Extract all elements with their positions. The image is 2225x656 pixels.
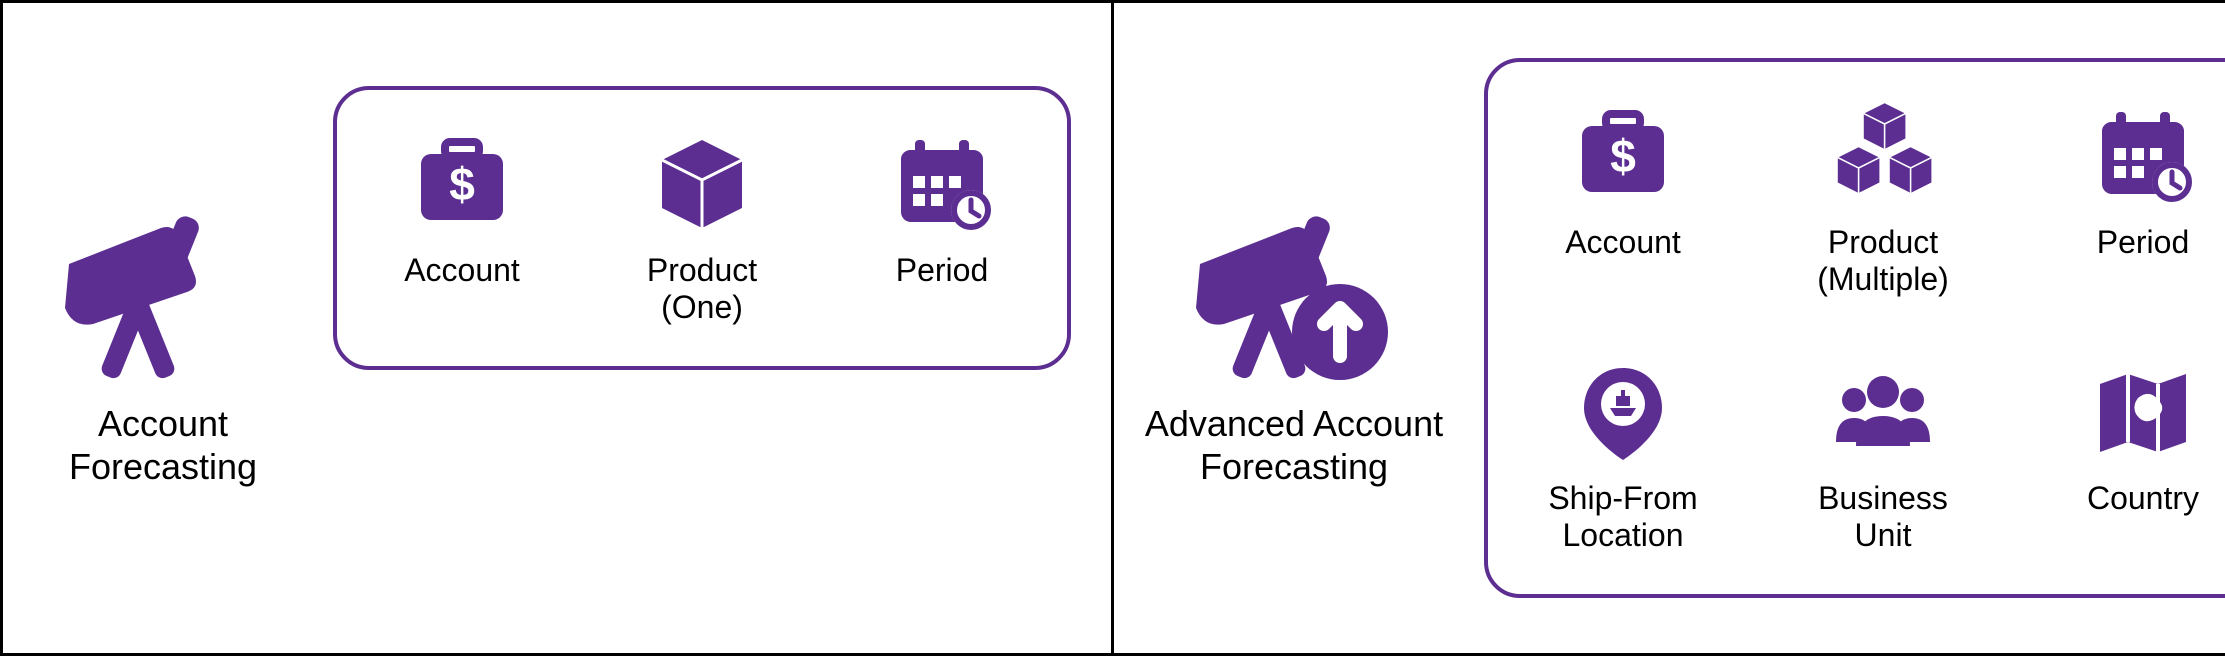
- telescope-icon: [53, 168, 273, 388]
- dim-ship-from: Ship-From Location: [1538, 358, 1708, 554]
- cubes-multiple-icon: [1828, 102, 1938, 212]
- telescope-up-icon: [1184, 168, 1404, 388]
- dim-country-label: Country: [2087, 480, 2199, 517]
- dim-account-label: Account: [404, 252, 520, 289]
- dimensions-box-basic: Account Product (One) Period: [333, 86, 1071, 370]
- dim-account-adv: Account: [1538, 102, 1708, 298]
- dim-business-unit-label: Business Unit: [1818, 480, 1948, 554]
- dim-period-label: Period: [896, 252, 989, 289]
- hero-advanced-title: Advanced Account Forecasting: [1134, 402, 1454, 488]
- dim-product-multiple: Product (Multiple): [1798, 102, 1968, 298]
- dim-period-adv-label: Period: [2097, 224, 2190, 261]
- calendar-clock-icon: [887, 130, 997, 240]
- dim-business-unit: Business Unit: [1798, 358, 1968, 554]
- hero-basic-title: Account Forecasting: [23, 402, 303, 488]
- users-icon: [1828, 358, 1938, 468]
- dim-product-one: Product (One): [627, 130, 777, 326]
- panel-basic: Account Forecasting Account Product (One…: [0, 0, 1114, 656]
- hero-advanced: Advanced Account Forecasting: [1114, 168, 1454, 488]
- dimensions-grid-advanced: Account Product (Multiple) Period Ship-F…: [1538, 102, 2225, 553]
- dim-ship-from-label: Ship-From Location: [1548, 480, 1697, 554]
- hero-basic: Account Forecasting: [3, 168, 303, 488]
- dimensions-box-advanced: Account Product (Multiple) Period Ship-F…: [1484, 58, 2225, 597]
- cube-single-icon: [647, 130, 757, 240]
- dim-account-adv-label: Account: [1565, 224, 1681, 261]
- dim-product-multiple-label: Product (Multiple): [1817, 224, 1949, 298]
- briefcase-dollar-icon: [1568, 102, 1678, 212]
- dim-period: Period: [867, 130, 1017, 326]
- dim-country: Country: [2058, 358, 2225, 554]
- calendar-clock-icon: [2088, 102, 2198, 212]
- panel-advanced: Advanced Account Forecasting Account Pro…: [1114, 0, 2225, 656]
- dim-account: Account: [387, 130, 537, 326]
- dim-product-one-label: Product (One): [647, 252, 757, 326]
- pin-ship-icon: [1568, 358, 1678, 468]
- briefcase-dollar-icon: [407, 130, 517, 240]
- dim-period-adv: Period: [2058, 102, 2225, 298]
- comparison-diagram: Account Forecasting Account Product (One…: [0, 0, 2225, 656]
- dimensions-grid-basic: Account Product (One) Period: [387, 130, 1017, 326]
- map-icon: [2088, 358, 2198, 468]
